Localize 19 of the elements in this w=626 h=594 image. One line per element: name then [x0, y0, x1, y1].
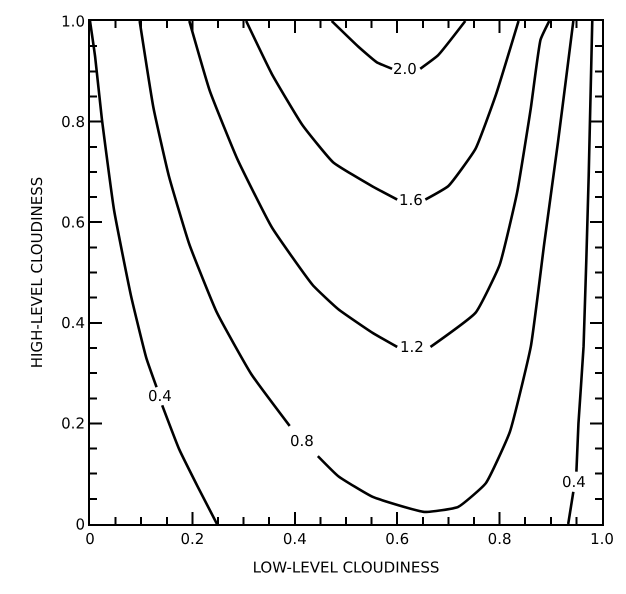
- x-tick-label: 1.0: [590, 530, 614, 548]
- x-tick-label: 0.8: [488, 530, 512, 548]
- x-tick-label: 0.2: [180, 530, 204, 548]
- text: 0.4: [148, 387, 172, 405]
- series-label: 1.6: [399, 191, 423, 209]
- series-label: 1.2: [400, 338, 424, 356]
- y-tick-label: 0.8: [61, 112, 85, 131]
- series-label: 0.8: [290, 432, 314, 450]
- y-tick-label: 0.4: [61, 314, 85, 332]
- legend-label: 0.4: [562, 473, 586, 491]
- series-label: 2.0: [393, 60, 417, 78]
- y-tick-label: 1.0: [61, 12, 85, 30]
- y-axis-title: HIGH-LEVEL CLOUDINESS: [28, 176, 46, 368]
- y-tick-label: 0.6: [61, 213, 85, 232]
- y-tick-label: 0.2: [61, 414, 85, 433]
- x-tick-label: 0.6: [385, 530, 410, 548]
- x-tick-label: 0.4: [282, 530, 307, 548]
- y-tick-label: 0: [75, 515, 85, 534]
- x-axis-title: LOW-LEVEL CLOUDINESS: [252, 558, 440, 576]
